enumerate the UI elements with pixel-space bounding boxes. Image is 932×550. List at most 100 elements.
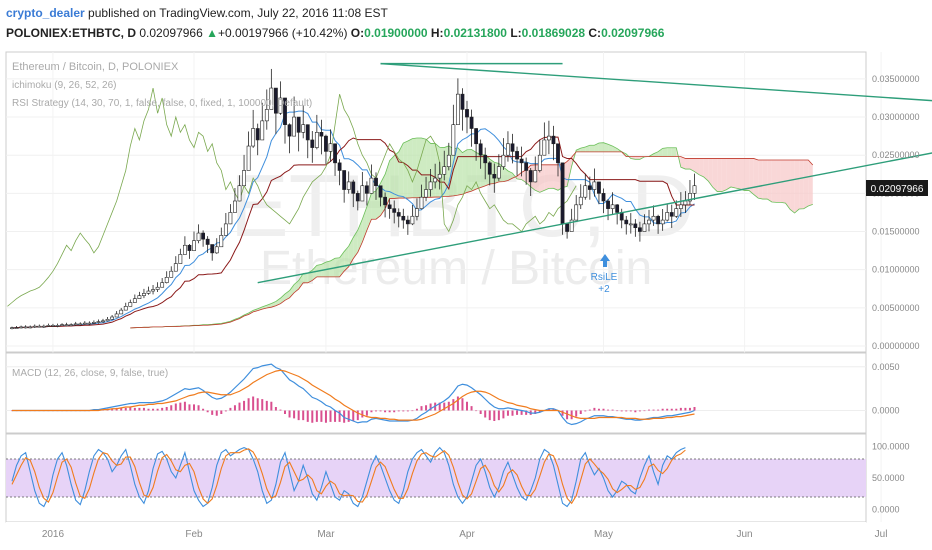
candle-body bbox=[32, 325, 37, 328]
macd-histogram-bar bbox=[202, 408, 205, 411]
cloud-segment bbox=[685, 158, 690, 170]
candle-body bbox=[178, 254, 183, 264]
macd-histogram-bar bbox=[274, 407, 277, 411]
macd-histogram-bar bbox=[270, 401, 273, 411]
cloud-segment bbox=[517, 172, 522, 180]
candle-body bbox=[510, 143, 515, 152]
cloud-segment bbox=[353, 230, 358, 259]
change-value: +0.00197966 (+10.42%) bbox=[218, 26, 348, 40]
open-value: 0.01900000 bbox=[364, 26, 428, 40]
senkou-span-a-line bbox=[130, 137, 813, 329]
macd-histogram-bar bbox=[443, 402, 446, 411]
candle-body bbox=[310, 139, 315, 148]
candle-body bbox=[642, 223, 647, 232]
stoch-tick-label: 100.0000 bbox=[872, 441, 910, 451]
macd-histogram-bar bbox=[161, 407, 164, 411]
macd-histogram-bar bbox=[415, 408, 418, 411]
macd-histogram-bar bbox=[657, 409, 660, 411]
candle-body bbox=[364, 185, 369, 194]
cloud-segment bbox=[612, 146, 618, 152]
published-text: published on TradingView.com, July 22, 2… bbox=[88, 6, 388, 20]
candle-body bbox=[187, 244, 192, 251]
candle-body bbox=[401, 215, 406, 221]
macd-histogram-bar bbox=[397, 410, 400, 412]
candle-body bbox=[283, 97, 287, 125]
cloud-segment bbox=[730, 158, 736, 189]
macd-histogram-bar bbox=[147, 408, 150, 411]
author-link[interactable]: crypto_dealer bbox=[6, 6, 85, 20]
cloud-segment bbox=[762, 159, 768, 200]
macd-histogram-bar bbox=[429, 403, 432, 411]
candle-body bbox=[515, 151, 519, 160]
cloud-segment bbox=[285, 290, 290, 301]
trendline[interactable] bbox=[257, 109, 932, 284]
candle-body bbox=[424, 189, 428, 198]
candle-body bbox=[392, 208, 397, 213]
candle-body bbox=[637, 227, 642, 232]
macd-histogram-bar bbox=[493, 410, 496, 421]
candle-body bbox=[610, 204, 615, 209]
macd-histogram-bar bbox=[347, 410, 350, 422]
signal-line bbox=[12, 369, 695, 421]
macd-pane[interactable]: MACD (12, 26, close, 9, false, true) 0.0… bbox=[5, 352, 900, 434]
macd-histogram-bar bbox=[365, 410, 368, 416]
candle-body bbox=[369, 177, 374, 194]
cloud-segment bbox=[744, 158, 750, 191]
open-label: O: bbox=[350, 26, 365, 40]
candle-body bbox=[469, 116, 474, 129]
macd-histogram-bar bbox=[620, 410, 623, 412]
candle-body bbox=[37, 325, 42, 328]
candle-body bbox=[651, 215, 656, 221]
cloud-segment bbox=[389, 155, 395, 199]
candle-body bbox=[405, 219, 410, 225]
candle-body bbox=[506, 143, 510, 156]
candle-body bbox=[660, 219, 665, 225]
candles bbox=[10, 68, 697, 330]
stoch-k-line bbox=[11, 446, 686, 508]
price-tick-label: 0.03500000 bbox=[872, 74, 920, 84]
macd-histogram-bar bbox=[411, 410, 414, 412]
macd-histogram-bar bbox=[129, 407, 132, 411]
cloud-segment bbox=[594, 142, 599, 152]
trendline[interactable] bbox=[380, 62, 932, 125]
rsi-signal-marker: RsiLE +2 bbox=[591, 254, 618, 295]
candle-body bbox=[201, 232, 206, 240]
chart-area[interactable]: ETHBTC, D Ethereum / Bitcoin Ethereum / … bbox=[0, 46, 932, 550]
candle-body bbox=[78, 323, 83, 326]
cloud-segment bbox=[749, 158, 754, 195]
candle-body bbox=[478, 143, 483, 156]
stoch-pane[interactable]: 100.0000 50.0000 0.0000 bbox=[5, 433, 910, 523]
macd-histogram-bar bbox=[602, 408, 605, 411]
candle-body bbox=[205, 238, 210, 245]
macd-histogram-bar bbox=[288, 410, 291, 418]
candle-body bbox=[151, 289, 155, 292]
cloud-segment bbox=[371, 190, 376, 220]
low-label: L: bbox=[510, 26, 522, 40]
candle-body bbox=[556, 143, 560, 164]
stoch-axis: 100.0000 50.0000 0.0000 bbox=[872, 441, 910, 514]
macd-histogram-bar bbox=[183, 401, 186, 411]
trendlines bbox=[257, 62, 932, 284]
candle-body bbox=[692, 185, 697, 194]
cloud-segment bbox=[653, 151, 659, 157]
candle-body bbox=[314, 132, 319, 148]
macd-histogram-bar bbox=[238, 402, 241, 411]
candle-body bbox=[196, 232, 201, 241]
candle-body bbox=[519, 158, 524, 164]
candle-body bbox=[360, 185, 365, 202]
macd-histogram-bar bbox=[338, 410, 341, 422]
candle-body bbox=[119, 309, 124, 315]
candle-body bbox=[255, 128, 260, 141]
cloud-segment bbox=[462, 149, 467, 195]
cloud-segment bbox=[699, 158, 704, 177]
candle-body bbox=[223, 223, 228, 236]
macd-histogram-bar bbox=[133, 407, 136, 411]
price-axis: 0.035000000.030000000.025000000.02000000… bbox=[872, 74, 920, 351]
candle-body bbox=[383, 196, 388, 206]
senkou-span-b-line bbox=[130, 151, 814, 329]
candle-body bbox=[451, 124, 456, 156]
price-pane[interactable]: ETHBTC, D Ethereum / Bitcoin Ethereum / … bbox=[5, 51, 932, 522]
time-tick-label: 2016 bbox=[42, 529, 65, 540]
macd-histogram-bar bbox=[379, 410, 382, 412]
cloud-segment bbox=[667, 147, 672, 157]
